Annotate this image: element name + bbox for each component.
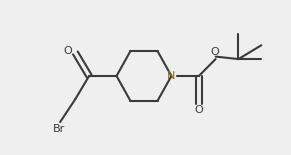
Text: O: O [211, 47, 219, 57]
Text: N: N [167, 71, 175, 81]
Text: Br: Br [52, 124, 65, 134]
Text: O: O [63, 46, 72, 56]
Text: O: O [194, 105, 203, 115]
